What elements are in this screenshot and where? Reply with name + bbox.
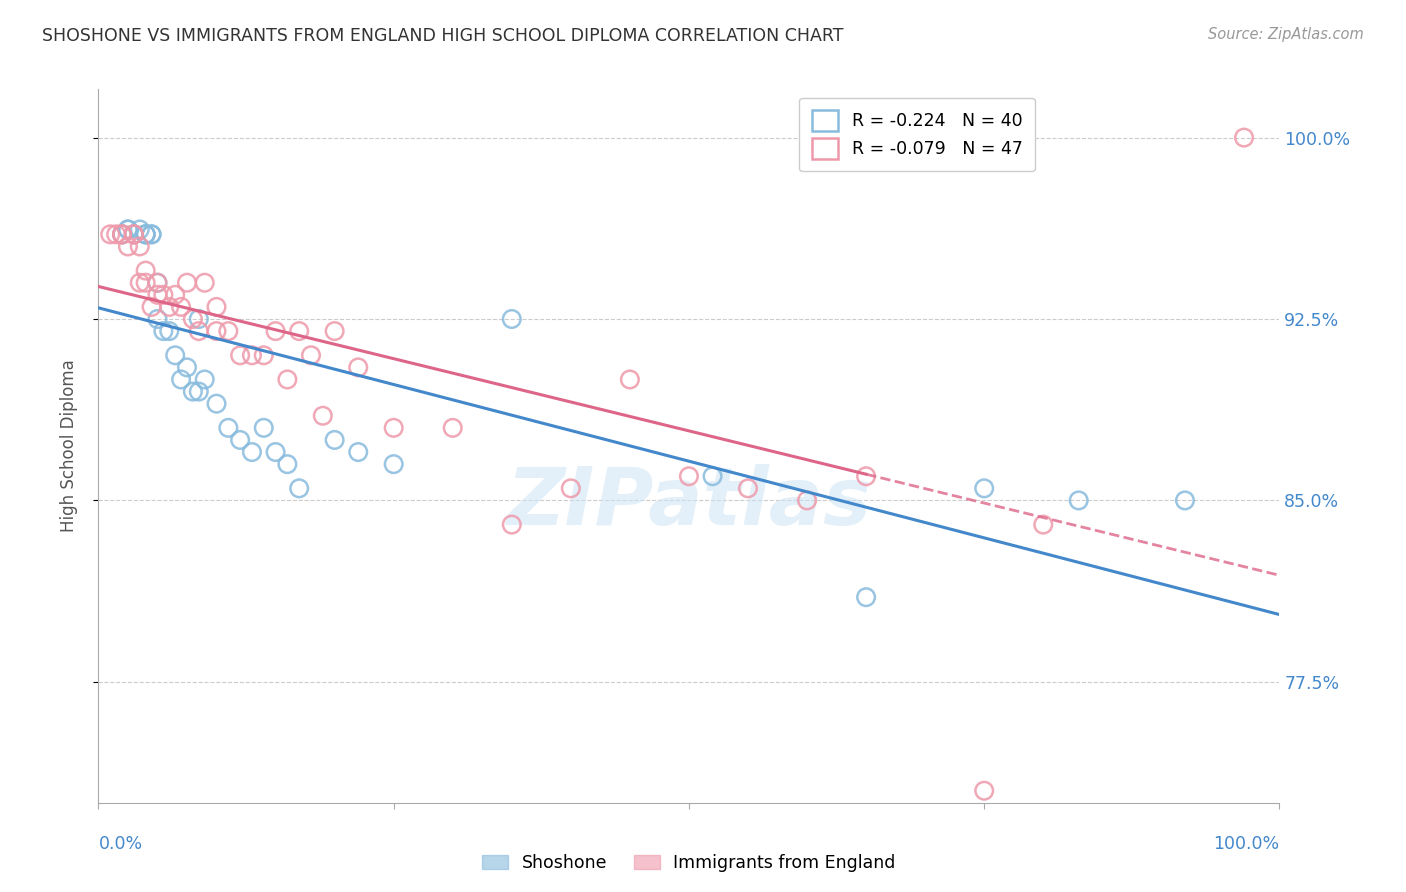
Point [973, 481, 995, 495]
Point [253, 421, 276, 435]
Point [157, 324, 180, 338]
Point [187, 384, 209, 399]
Point [276, 457, 298, 471]
Point [855, 590, 877, 604]
Point [217, 324, 239, 338]
Point [1233, 130, 1256, 145]
Point [98, 227, 121, 242]
Point [122, 227, 145, 242]
Point [152, 324, 174, 338]
Point [1067, 493, 1090, 508]
Y-axis label: High School Diploma: High School Diploma [59, 359, 77, 533]
Text: Source: ZipAtlas.com: Source: ZipAtlas.com [1208, 27, 1364, 42]
Point [146, 276, 169, 290]
Point [141, 300, 163, 314]
Point [276, 372, 298, 386]
Point [382, 457, 405, 471]
Point [181, 312, 204, 326]
Point [146, 276, 169, 290]
Point [347, 445, 370, 459]
Point [501, 312, 523, 326]
Point [141, 227, 163, 242]
Point [217, 421, 239, 435]
Point [111, 227, 134, 242]
Point [323, 324, 346, 338]
Point [501, 517, 523, 532]
Point [382, 421, 405, 435]
Point [117, 222, 139, 236]
Point [264, 324, 287, 338]
Point [205, 324, 228, 338]
Point [165, 348, 187, 362]
Point [141, 227, 163, 242]
Point [1174, 493, 1197, 508]
Point [702, 469, 724, 483]
Point [187, 312, 209, 326]
Point [111, 227, 134, 242]
Point [146, 288, 169, 302]
Point [135, 227, 157, 242]
Point [135, 263, 157, 277]
Point [152, 288, 174, 302]
Point [288, 324, 311, 338]
Point [122, 227, 145, 242]
Point [117, 239, 139, 253]
Point [135, 276, 157, 290]
Point [619, 372, 641, 386]
Point [122, 227, 145, 242]
Point [560, 481, 582, 495]
Point [111, 227, 134, 242]
Point [229, 433, 252, 447]
Point [128, 276, 150, 290]
Point [176, 276, 198, 290]
Point [796, 493, 818, 508]
Point [105, 227, 128, 242]
Point [194, 372, 217, 386]
Point [973, 783, 995, 797]
Point [323, 433, 346, 447]
Point [122, 227, 145, 242]
Point [240, 348, 263, 362]
Point [117, 222, 139, 236]
Point [135, 227, 157, 242]
Point [170, 372, 193, 386]
Point [111, 227, 134, 242]
Point [181, 384, 204, 399]
Point [146, 312, 169, 326]
Point [205, 300, 228, 314]
Point [678, 469, 700, 483]
Point [135, 227, 157, 242]
Point [264, 445, 287, 459]
Text: SHOSHONE VS IMMIGRANTS FROM ENGLAND HIGH SCHOOL DIPLOMA CORRELATION CHART: SHOSHONE VS IMMIGRANTS FROM ENGLAND HIGH… [42, 27, 844, 45]
Point [170, 300, 193, 314]
Point [229, 348, 252, 362]
Point [441, 421, 464, 435]
Legend: R = -0.224   N = 40, R = -0.079   N = 47: R = -0.224 N = 40, R = -0.079 N = 47 [800, 98, 1035, 171]
Point [288, 481, 311, 495]
Point [128, 239, 150, 253]
Legend: Shoshone, Immigrants from England: Shoshone, Immigrants from England [475, 847, 903, 879]
Point [312, 409, 335, 423]
Point [176, 360, 198, 375]
Point [157, 300, 180, 314]
Point [299, 348, 322, 362]
Point [855, 469, 877, 483]
Point [194, 276, 217, 290]
Point [128, 222, 150, 236]
Point [205, 397, 228, 411]
Point [253, 348, 276, 362]
Text: 100.0%: 100.0% [1213, 835, 1279, 853]
Point [187, 324, 209, 338]
Point [737, 481, 759, 495]
Text: 0.0%: 0.0% [98, 835, 142, 853]
Point [165, 288, 187, 302]
Point [347, 360, 370, 375]
Point [240, 445, 263, 459]
Point [1032, 517, 1054, 532]
Text: ZIPatlas: ZIPatlas [506, 464, 872, 542]
